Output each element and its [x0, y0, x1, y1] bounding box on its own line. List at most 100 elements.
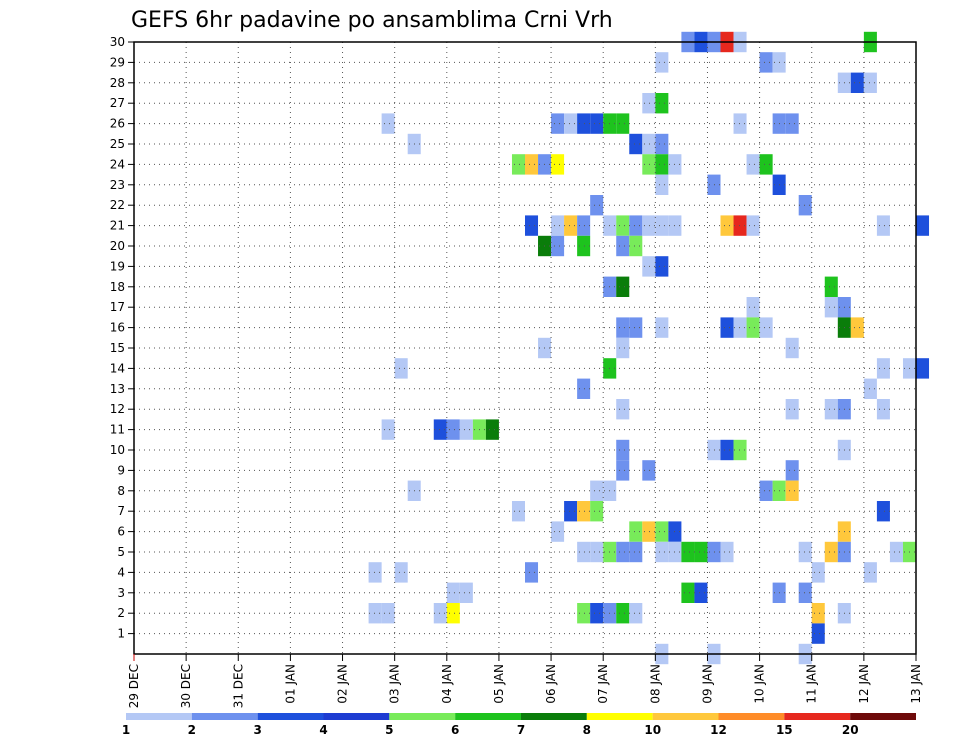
y-tick-label: 8 [117, 484, 125, 498]
y-tick-label: 5 [117, 545, 125, 559]
precip-cell [368, 562, 382, 583]
precip-cell [577, 215, 591, 236]
x-tick-label: 04 JAN [440, 664, 454, 704]
precip-cell [876, 501, 890, 522]
precip-cell [916, 215, 930, 236]
precip-cell [629, 521, 643, 542]
colorbar-label: 20 [842, 723, 859, 737]
x-tick-label: 11 JAN [805, 664, 819, 704]
chart-title: GEFS 6hr padavine po ansamblima Crni Vrh [131, 8, 613, 33]
colorbar-swatch [521, 713, 587, 720]
precip-cell [590, 603, 604, 624]
precip-cell [850, 317, 864, 338]
x-tick-label: 02 JAN [336, 664, 350, 704]
y-tick-label: 23 [110, 178, 125, 192]
x-tick-label: 05 JAN [492, 664, 506, 704]
colorbar-label: 4 [319, 723, 327, 737]
y-tick-label: 15 [110, 341, 125, 355]
precip-cell [811, 603, 825, 624]
precip-cell [642, 133, 656, 155]
precip-cell [876, 399, 890, 420]
precip-cell [824, 276, 838, 297]
precip-cell [629, 603, 643, 624]
colorbar-swatch [718, 713, 785, 720]
colorbar-swatch [586, 713, 653, 720]
precip-cell [733, 439, 747, 461]
y-tick-label: 6 [117, 525, 125, 539]
precip-cell [577, 501, 591, 522]
y-tick-label: 13 [110, 382, 125, 396]
precip-cell [707, 174, 721, 195]
y-tick-label: 12 [110, 402, 125, 416]
precip-cell [785, 337, 799, 359]
precip-cell [590, 501, 604, 522]
precip-cell [655, 521, 669, 542]
y-tick-label: 30 [110, 35, 125, 49]
precip-cell [824, 399, 838, 420]
y-tick-label: 26 [110, 117, 125, 131]
grid-lines [134, 42, 916, 654]
precip-cell [629, 541, 643, 563]
precip-cell [590, 195, 604, 216]
precip-cell [889, 541, 903, 563]
precip-cell [655, 174, 669, 195]
x-tick-label: 08 JAN [648, 664, 662, 704]
colorbar-label: 1 [122, 723, 130, 737]
precip-cell [655, 133, 669, 155]
y-tick-label: 27 [110, 96, 125, 110]
y-axis: 1234567891011121314151617181920212223242… [110, 35, 134, 641]
precip-cell [551, 235, 565, 257]
precip-cell [798, 541, 812, 563]
precip-cell [642, 460, 656, 481]
precip-cell [759, 154, 773, 175]
colorbar-legend: 1 2 3 4 5 6 7 8 10 12 15 20 [122, 713, 916, 737]
colorbar-swatch [323, 713, 390, 720]
precip-cell [590, 113, 604, 134]
precip-cell [863, 72, 877, 93]
precip-cell [590, 480, 604, 501]
precip-cell [850, 72, 864, 93]
precip-cell [551, 154, 565, 175]
y-tick-label: 21 [110, 219, 125, 233]
precip-cell [785, 480, 799, 501]
x-tick-label: 13 JAN [909, 664, 923, 704]
precip-cell [551, 521, 565, 542]
x-axis: 29 DEC 30 DEC 31 DEC 01 JAN 02 JAN 03 JAN 04 J… [127, 654, 923, 708]
colorbar-swatch [126, 713, 192, 720]
colorbar-swatch [652, 713, 719, 720]
precip-cell [616, 399, 630, 420]
precip-cell [720, 317, 734, 338]
precip-cell [629, 235, 643, 257]
colorbar-label: 5 [385, 723, 393, 737]
precip-cell [381, 113, 395, 134]
precip-cell [876, 215, 890, 236]
precip-cell [655, 154, 669, 175]
y-tick-label: 9 [117, 463, 125, 477]
precip-cell [381, 603, 395, 624]
precip-cell [459, 419, 473, 440]
precip-cell [720, 541, 734, 563]
colorbar-label: 7 [517, 723, 525, 737]
colorbar-label: 8 [583, 723, 591, 737]
y-tick-label: 1 [117, 627, 125, 641]
precip-cell [798, 582, 812, 603]
precip-cell [616, 541, 630, 563]
precip-cell [616, 113, 630, 134]
y-tick-label: 20 [110, 239, 125, 253]
precip-cell [694, 541, 708, 563]
x-tick-label: 07 JAN [596, 664, 610, 704]
precip-cell [551, 215, 565, 236]
precip-cell [616, 603, 630, 624]
precip-cell [759, 52, 773, 73]
y-tick-label: 25 [110, 137, 125, 151]
y-tick-label: 18 [110, 280, 125, 294]
precip-cell [655, 256, 669, 277]
precip-cell [746, 154, 760, 175]
precip-cell [916, 358, 930, 379]
colorbar-swatch [389, 713, 456, 720]
precip-cell [446, 603, 460, 624]
precip-cell [577, 113, 591, 134]
precip-cell [707, 541, 721, 563]
precip-cell [733, 317, 747, 338]
precip-cell [433, 419, 447, 440]
